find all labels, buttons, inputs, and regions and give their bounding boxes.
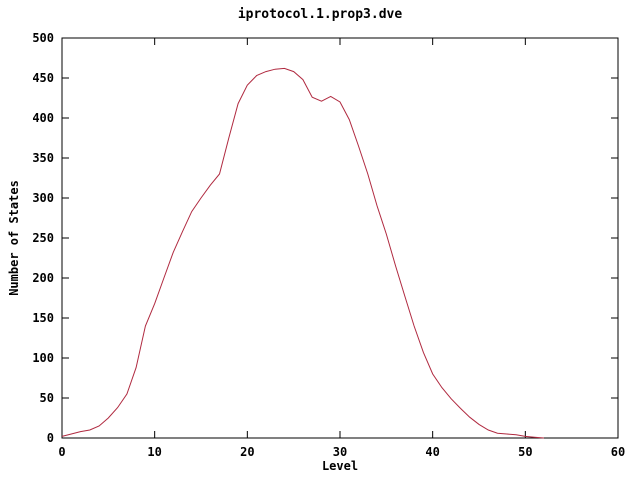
y-tick-label: 50 [39,391,54,405]
y-tick-label: 400 [32,111,54,125]
plot-border [61,37,619,439]
x-tick-label: 20 [240,445,255,459]
y-tick-label: 200 [32,271,54,285]
x-tick-label: 60 [610,445,626,459]
x-tick-label: 30 [332,445,348,459]
y-tick-label: 450 [32,71,54,85]
x-tick-label: 50 [518,445,533,459]
y-tick-label: 100 [32,351,54,365]
y-tick-label: 500 [32,31,54,45]
x-tick-label: 40 [425,445,440,459]
y-tick-label: 300 [32,191,54,205]
data-series-line [61,67,544,439]
x-axis-label: Level [321,459,359,473]
chart-title: iprotocol.1.prop3.dve [237,7,403,22]
y-tick-label: 0 [46,431,54,445]
x-tick-label: 0 [58,445,66,459]
y-tick-label: 250 [32,231,54,245]
x-tick-label: 10 [147,445,162,459]
y-tick-label: 350 [32,151,54,165]
y-tick-label: 150 [32,311,54,325]
